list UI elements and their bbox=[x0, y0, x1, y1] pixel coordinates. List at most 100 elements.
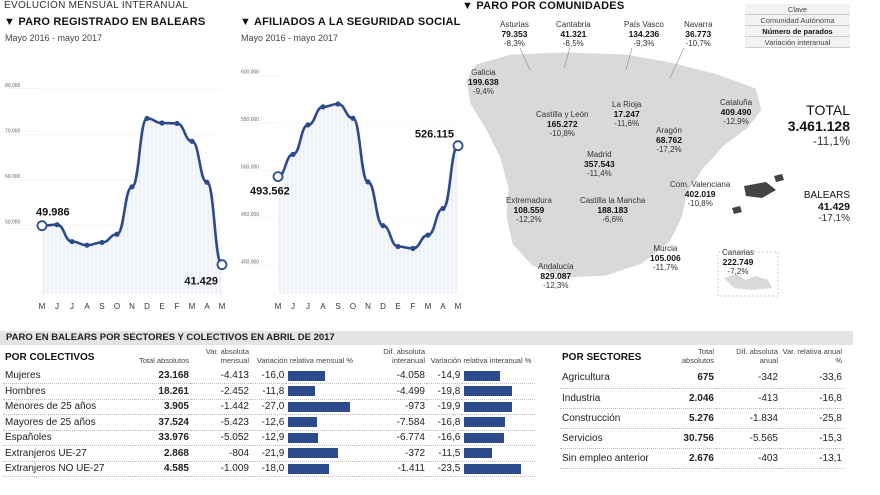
data-point bbox=[410, 245, 416, 251]
chart-paro-baleares: 50.000 60.000 70.000 80.000 M J J A S O N D E F M A M 49.… bbox=[0, 44, 230, 320]
sectores-table: POR SECTORES Total absolutos Dif. absolu… bbox=[560, 347, 844, 469]
row-var-rel-bar-cell bbox=[286, 414, 359, 431]
region-value: 17.247 bbox=[613, 108, 640, 119]
row-var-abs: -1.009 bbox=[191, 461, 251, 477]
sectores-block: POR SECTORES Total absolutos Dif. absolu… bbox=[560, 347, 844, 469]
col-header-var-rel: Variación relativa mensual % bbox=[256, 355, 354, 365]
row-total: 2.676 bbox=[672, 448, 716, 469]
x-tick-label: N bbox=[365, 302, 371, 311]
row-dif-abs: -7.584 bbox=[359, 414, 427, 431]
x-tick-label: J bbox=[70, 302, 74, 311]
row-dif-abs: -4.499 bbox=[359, 383, 427, 400]
total-label: TOTAL bbox=[806, 102, 850, 118]
x-tick-label: O bbox=[350, 302, 356, 311]
row-var-abs: -5.052 bbox=[191, 430, 251, 446]
x-tick-label: J bbox=[55, 302, 59, 311]
colectivos-table: POR COLECTIVOS Total absolutos Var. abso… bbox=[3, 347, 535, 477]
table-row: Agricultura 675 -342 -33,6 bbox=[560, 368, 844, 389]
region-var: -12,9% bbox=[723, 117, 749, 126]
colectivos-header-row: POR COLECTIVOS Total absolutos Var. abso… bbox=[3, 347, 535, 368]
endpoint-marker bbox=[216, 259, 228, 271]
ibiza-shape bbox=[732, 206, 742, 214]
region-var: -12,2% bbox=[516, 215, 542, 224]
region-label: Castilla y León 165.272 -10,8% bbox=[536, 110, 588, 139]
region-value: 188.183 bbox=[597, 204, 629, 215]
x-tick-label: A bbox=[84, 302, 90, 311]
region-name: Castilla y León bbox=[536, 110, 589, 119]
region-label: Cantabria 41.321 -8,5% bbox=[556, 20, 591, 49]
data-point bbox=[174, 120, 180, 127]
row-dif: -5.565 bbox=[716, 428, 780, 449]
area-fill bbox=[42, 118, 222, 294]
area-fill bbox=[278, 104, 458, 294]
chart1-title-text: PARO REGISTRADO EN BALEARS bbox=[18, 16, 206, 28]
legend-count: Número de parados bbox=[745, 26, 850, 37]
row-dif-rel-bar-cell bbox=[462, 430, 535, 446]
x-tick-label: M bbox=[39, 302, 46, 311]
row-var-rel: -21,9 bbox=[251, 445, 287, 462]
region-label: La Rioja 17.247 -11,6% bbox=[612, 100, 641, 129]
region-name: Navarra bbox=[684, 20, 713, 29]
row-dif-rel: -19,8 bbox=[427, 383, 463, 400]
region-label: Com. Valenciana 402.019 -10,8% bbox=[670, 180, 730, 209]
col-header-dif-abs: Dif. absoluta interanual bbox=[383, 347, 425, 365]
region-var: -11,7% bbox=[652, 263, 678, 272]
table-row: Hombres 18.261 -2.452 -11,8 -4.499 -19,8 bbox=[3, 383, 535, 400]
endpoint-marker bbox=[36, 220, 48, 232]
row-var-rel: -27,0 bbox=[251, 399, 287, 415]
row-var-rel-bar-cell bbox=[286, 383, 359, 400]
x-tick-label: F bbox=[175, 302, 180, 311]
first-value-label: 49.986 bbox=[36, 207, 70, 219]
region-value: 68.762 bbox=[656, 134, 682, 145]
table-row: Servicios 30.756 -5.565 -15,3 bbox=[560, 428, 844, 449]
row-var-rel: -18,0 bbox=[251, 461, 287, 477]
row-total: 23.168 bbox=[135, 368, 191, 384]
col-header-dif-rel: Variación relativa interanual % bbox=[430, 355, 532, 365]
data-point bbox=[129, 184, 135, 190]
region-var: -10,8% bbox=[549, 129, 575, 138]
table-row: Extranjeros NO UE-27 4.585 -1.009 -18,0 -1.4… bbox=[3, 461, 535, 477]
region-value: 105.006 bbox=[650, 252, 681, 263]
row-var: -25,8 bbox=[780, 408, 844, 429]
region-value: 402.019 bbox=[684, 188, 716, 199]
region-var: -10,7% bbox=[685, 39, 711, 48]
row-var-rel: -16,0 bbox=[251, 368, 287, 384]
row-dif-rel-bar-cell bbox=[462, 461, 535, 477]
x-tick-label: E bbox=[159, 302, 164, 311]
chart1-title: ▼ PARO REGISTRADO EN BALEARS bbox=[4, 16, 206, 28]
table-row: Industria 2.046 -413 -16,8 bbox=[560, 388, 844, 409]
row-total: 2.046 bbox=[672, 388, 716, 409]
region-value: 41.321 bbox=[560, 28, 587, 39]
region-var: -10,8% bbox=[687, 199, 713, 208]
region-name: Galicia bbox=[471, 68, 496, 77]
region-value: 165.272 bbox=[546, 118, 578, 129]
data-point bbox=[425, 232, 431, 238]
chart2-subtitle: Mayo 2016 - mayo 2017 bbox=[241, 33, 339, 43]
row-dif-rel-bar-cell bbox=[462, 383, 535, 400]
y-tick-label: 600.000 bbox=[241, 70, 259, 76]
data-point bbox=[159, 120, 165, 126]
dif-rel-bar bbox=[464, 401, 513, 412]
region-name: Asturias bbox=[500, 20, 529, 29]
x-tick-label: D bbox=[144, 302, 150, 311]
chart2-title: ▼ AFILIADOS A LA SEGURIDAD SOCIAL bbox=[240, 16, 461, 28]
data-point bbox=[99, 239, 105, 246]
map-legend: Clave Comunidad Autónoma Número de parad… bbox=[745, 4, 850, 48]
row-dif-abs: -4.058 bbox=[359, 368, 427, 384]
baleares-value: 41.429 bbox=[817, 201, 850, 213]
row-dif-rel: -11,5 bbox=[427, 445, 463, 462]
y-tick-label: 500.000 bbox=[241, 165, 259, 171]
region-label: Canarias 222.749 -7,2% bbox=[722, 248, 754, 277]
section-title: PARO EN BALEARS POR SECTORES Y COLECTIVO… bbox=[0, 331, 853, 345]
row-var-rel-bar-cell bbox=[286, 445, 359, 462]
row-name: Menores de 25 años bbox=[3, 399, 135, 415]
row-var: -16,8 bbox=[780, 388, 844, 409]
region-name: Extremadura bbox=[506, 196, 552, 205]
x-tick-label: F bbox=[411, 302, 416, 311]
last-value-label: 526.115 bbox=[415, 129, 454, 141]
row-dif-abs: -1.411 bbox=[359, 461, 427, 477]
table-row: Construcción 5.276 -1.834 -25,8 bbox=[560, 408, 844, 429]
y-tick-label: 60.000 bbox=[5, 174, 21, 180]
row-dif-abs: -6.774 bbox=[359, 430, 427, 446]
